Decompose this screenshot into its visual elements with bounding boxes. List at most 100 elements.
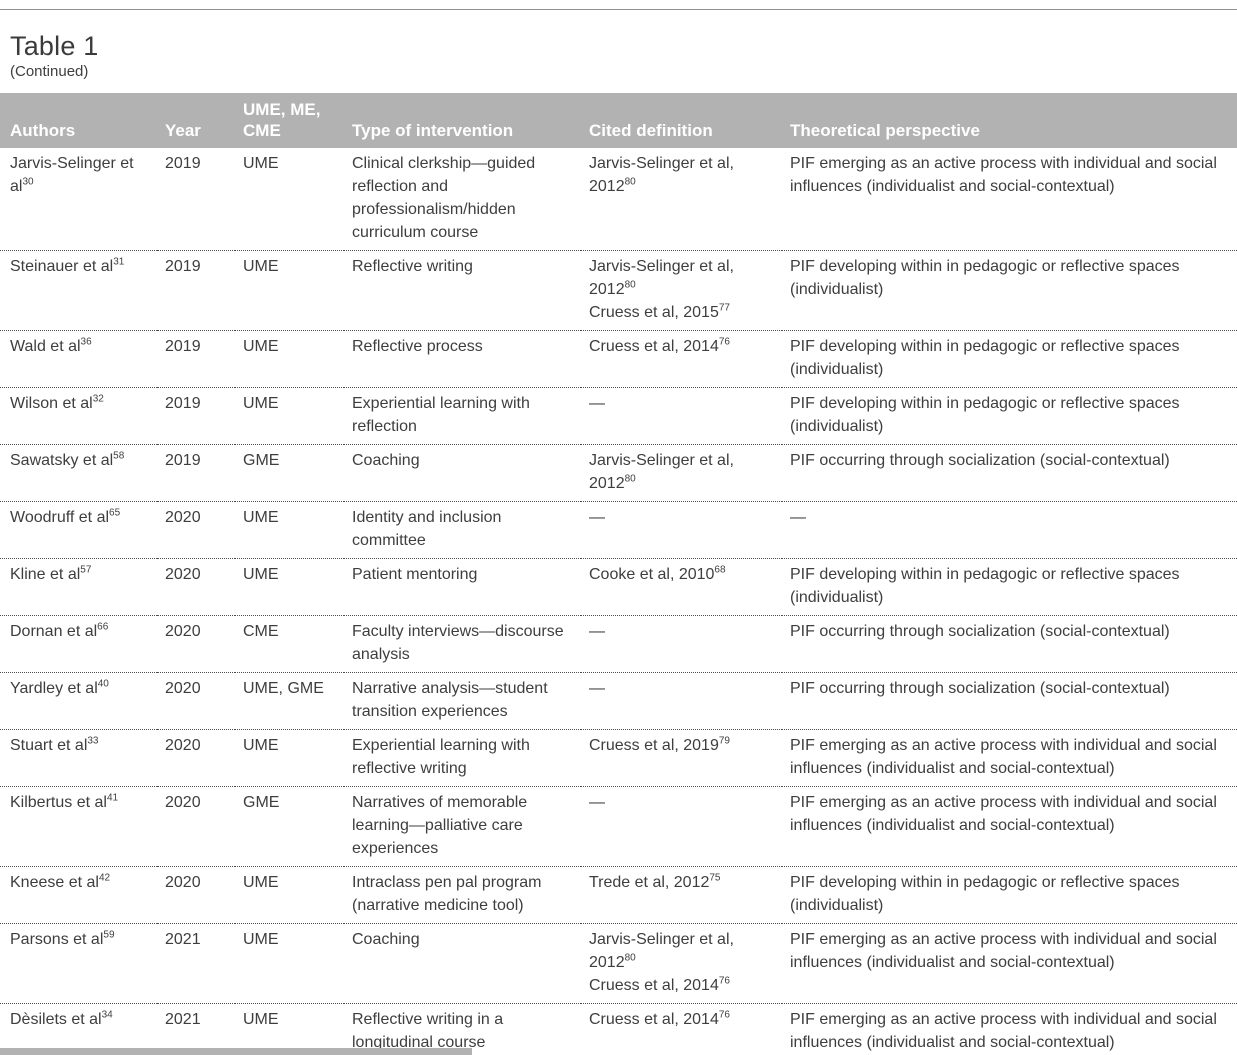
cited-definition-cell: Jarvis-Selinger et al, 201280 Cruess et a… [581, 250, 782, 331]
table-row: Kline et al57 2020 UME Patient mentoring Coo… [0, 558, 1237, 616]
intervention-cell: Coaching [344, 444, 581, 502]
cited-definition-cell: Jarvis-Selinger et al, 201280 [581, 444, 782, 502]
table-row: Steinauer et al31 2019 UME Reflective writi… [0, 250, 1237, 331]
table-row: Kilbertus et al41 2020 GME Narratives of me… [0, 786, 1237, 867]
table-header: Authors Year UME, ME, CME Type of interv… [0, 93, 1237, 148]
year-cell: 2020 [157, 615, 235, 673]
intervention-cell: Coaching [344, 923, 581, 1004]
table-row: Yardley et al40 2020 UME, GME Narrative ana… [0, 672, 1237, 730]
authors-cell: Sawatsky et al58 [0, 444, 157, 502]
column-header-year: Year [157, 93, 235, 148]
data-table: Authors Year UME, ME, CME Type of interv… [0, 93, 1237, 1055]
citation: Jarvis-Selinger et al, 201280 [589, 931, 734, 971]
perspective-cell: — [782, 501, 1237, 559]
level-cell: UME [235, 923, 344, 1004]
level-cell: UME [235, 866, 344, 924]
perspective-cell: PIF developing within in pedagogic or re… [782, 866, 1237, 924]
cited-definition-cell: — [581, 786, 782, 867]
citation: Cruess et al, 201476 [589, 975, 730, 994]
citation: Cruess et al, 201577 [589, 302, 730, 321]
perspective-cell: PIF occurring through socialization (soc… [782, 615, 1237, 673]
level-cell: UME [235, 387, 344, 445]
intervention-cell: Reflective writing in a longitudinal cou… [344, 1003, 581, 1055]
year-cell: 2020 [157, 866, 235, 924]
citation: — [589, 509, 605, 526]
intervention-cell: Faculty interviews—discourse analysis [344, 615, 581, 673]
citation: Jarvis-Selinger et al, 201280 [589, 452, 734, 492]
level-cell: UME [235, 501, 344, 559]
cited-definition-cell: Cruess et al, 201476 [581, 1003, 782, 1055]
table-row: Sawatsky et al58 2019 GME Coaching Jarvis-Se… [0, 444, 1237, 502]
perspective-cell: PIF emerging as an active process with i… [782, 786, 1237, 867]
intervention-cell: Experiential learning with reflective wr… [344, 729, 581, 787]
cited-definition-cell: — [581, 387, 782, 445]
year-cell: 2020 [157, 672, 235, 730]
year-cell: 2019 [157, 444, 235, 502]
citation: — [589, 623, 605, 640]
table-row: Woodruff et al65 2020 UME Identity and incl… [0, 501, 1237, 559]
table-title: Table 1 [10, 31, 99, 61]
cited-definition-cell: Cruess et al, 201979 [581, 729, 782, 787]
table-row: Kneese et al42 2020 UME Intraclass pen pal … [0, 866, 1237, 924]
authors-cell: Steinauer et al31 [0, 250, 157, 331]
intervention-cell: Reflective writing [344, 250, 581, 331]
year-cell: 2021 [157, 923, 235, 1004]
level-cell: CME [235, 615, 344, 673]
level-cell: UME [243, 155, 279, 172]
year-cell: 2020 [157, 558, 235, 616]
authors-cell: Dèsilets et al34 [0, 1003, 157, 1055]
cited-definition-cell: — [581, 501, 782, 559]
citation: Cooke et al, 201068 [589, 564, 726, 583]
intervention-cell: Identity and inclusion committee [344, 501, 581, 559]
authors-cell: Jarvis-Selinger et al30 [10, 155, 134, 195]
table-row: Wald et al36 2019 UME Reflective process Cru… [0, 330, 1237, 388]
column-header-intervention: Type of intervention [344, 93, 581, 148]
year-cell: 2020 [157, 501, 235, 559]
citation: Cruess et al, 201979 [589, 735, 730, 754]
header-row: Authors Year UME, ME, CME Type of interv… [0, 93, 1237, 148]
year-cell: 2020 [157, 729, 235, 787]
perspective-cell: PIF emerging as an active process with i… [782, 923, 1237, 1004]
authors-cell: Stuart et al33 [0, 729, 157, 787]
perspective-cell: PIF developing within in pedagogic or re… [782, 330, 1237, 388]
authors-cell: Parsons et al59 [0, 923, 157, 1004]
authors-cell: Woodruff et al65 [0, 501, 157, 559]
level-cell: GME [235, 786, 344, 867]
table-row: Stuart et al33 2020 UME Experiential learni… [0, 729, 1237, 787]
table-body: Jarvis-Selinger et al30 2019 UME Clinical c… [0, 148, 1237, 1055]
intervention-cell: Reflective process [344, 330, 581, 388]
citation: — [589, 794, 605, 811]
table-row: Dèsilets et al34 2021 UME Reflective writin… [0, 1003, 1237, 1055]
year-cell: 2019 [157, 250, 235, 331]
cited-definition-cell: — [581, 672, 782, 730]
table-row: Wilson et al32 2019 UME Experiential learni… [0, 387, 1237, 445]
intervention-cell: Narratives of memorable learning—palliat… [344, 786, 581, 867]
table-row: Jarvis-Selinger et al30 2019 UME Clinical c… [0, 148, 1237, 251]
perspective-cell: PIF emerging as an active process with i… [782, 1003, 1237, 1055]
perspective-cell: PIF occurring through socialization (soc… [782, 672, 1237, 730]
authors-cell: Yardley et al40 [0, 672, 157, 730]
authors-cell: Wald et al36 [0, 330, 157, 388]
level-cell: UME, GME [235, 672, 344, 730]
year-cell: 2020 [157, 786, 235, 867]
level-cell: UME [235, 250, 344, 331]
level-cell: GME [235, 444, 344, 502]
column-header-level: UME, ME, CME [235, 93, 344, 148]
intervention-cell: Narrative analysis—student transition ex… [344, 672, 581, 730]
cited-definition-cell: — [581, 615, 782, 673]
authors-cell: Wilson et al32 [0, 387, 157, 445]
table-row: Dornan et al66 2020 CME Faculty interviews—… [0, 615, 1237, 673]
year-cell: 2019 [165, 155, 201, 172]
perspective-cell: PIF developing within in pedagogic or re… [782, 250, 1237, 331]
authors-cell: Dornan et al66 [0, 615, 157, 673]
table-row: Parsons et al59 2021 UME Coaching Jarvis-Sel… [0, 923, 1237, 1004]
perspective-cell: PIF developing within in pedagogic or re… [782, 387, 1237, 445]
citation: Cruess et al, 201476 [589, 336, 730, 355]
intervention-cell: Clinical clerkship—guided reflection and… [352, 155, 536, 241]
citation: — [589, 680, 605, 697]
intervention-cell: Patient mentoring [344, 558, 581, 616]
cited-definition-cell: Trede et al, 201275 [581, 866, 782, 924]
level-cell: UME [235, 729, 344, 787]
cited-definition-cell: Jarvis-Selinger et al, 201280 [581, 148, 782, 251]
